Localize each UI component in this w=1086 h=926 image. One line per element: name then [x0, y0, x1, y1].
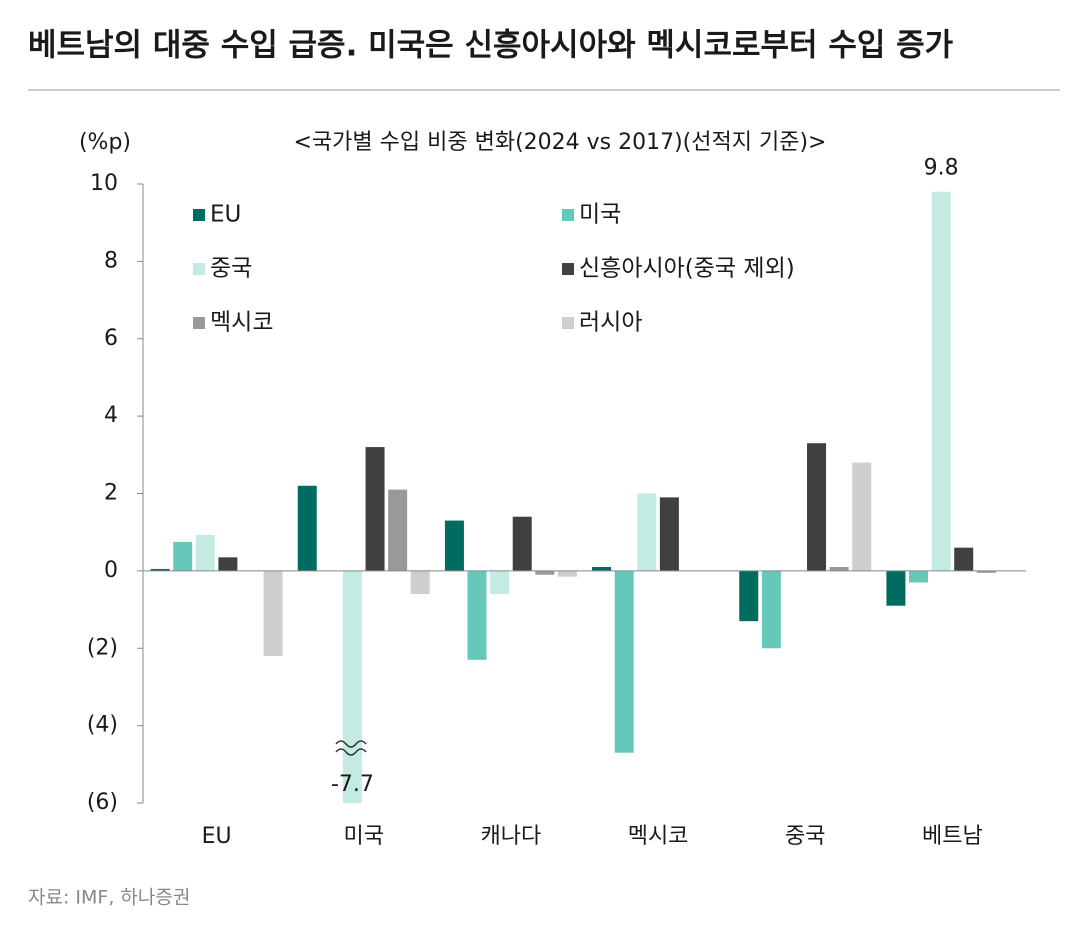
value-label: -7.7 — [331, 772, 374, 797]
bar — [173, 541, 193, 571]
y-tick-label: 8 — [104, 248, 118, 273]
bar — [614, 570, 634, 753]
legend-swatch — [193, 209, 205, 221]
legend-swatch — [562, 317, 574, 329]
legend-swatch — [193, 263, 205, 275]
bar — [592, 567, 612, 571]
y-tick-label: 0 — [104, 558, 118, 583]
legend-label: 신흥아시아(중국 제외) — [579, 256, 795, 282]
y-tick-label: 6 — [104, 326, 118, 351]
y-tick-label: 10 — [90, 171, 118, 196]
bar — [761, 570, 781, 649]
bar — [637, 493, 657, 571]
x-tick-label: EU — [202, 824, 232, 849]
legend-label: 미국 — [579, 202, 621, 228]
bar — [659, 497, 679, 571]
source: 자료: IMF, 하나증권 — [28, 887, 190, 909]
bar — [807, 443, 827, 571]
bar — [365, 447, 385, 571]
legend-label: EU — [210, 202, 241, 228]
y-axis-label: (%p) — [79, 130, 131, 155]
bar — [410, 570, 430, 595]
x-tick-label: 베트남 — [922, 824, 983, 849]
chart-title: 베트남의 대중 수입 급증. 미국은 신흥아시아와 멕시코로부터 수입 증가 — [28, 28, 954, 64]
bar — [976, 570, 996, 573]
legend-label: 중국 — [210, 256, 252, 282]
y-tick-label: 2 — [104, 481, 118, 506]
y-tick-label: (4) — [87, 713, 118, 738]
value-label: 9.8 — [924, 156, 959, 181]
bar — [490, 570, 510, 595]
bar — [195, 534, 215, 571]
bar — [829, 567, 849, 571]
chart-subtitle: <국가별 수입 비중 변화(2024 vs 2017)(선적지 기준)> — [294, 130, 827, 155]
bar — [535, 570, 555, 575]
legend-swatch — [562, 263, 574, 275]
legend-swatch — [562, 209, 574, 221]
bar — [886, 570, 906, 606]
bar — [297, 485, 317, 571]
legend-label: 러시아 — [579, 310, 642, 336]
y-tick-label: (6) — [87, 790, 118, 815]
x-tick-label: 미국 — [344, 824, 384, 849]
legend-label: 멕시코 — [210, 310, 273, 336]
bar — [512, 516, 532, 571]
plot-area — [150, 191, 996, 803]
bar — [263, 570, 283, 656]
bar — [150, 568, 170, 571]
bar — [467, 570, 487, 660]
bar — [852, 462, 872, 571]
bar — [739, 570, 759, 622]
x-tick-label: 중국 — [785, 824, 825, 849]
bar — [954, 547, 974, 571]
axis-break — [335, 740, 367, 756]
bar — [218, 557, 238, 571]
y-tick-label: 4 — [104, 403, 118, 428]
bar — [909, 570, 929, 583]
bar — [557, 570, 577, 577]
y-tick-label: (2) — [87, 635, 118, 660]
bar — [388, 489, 408, 571]
x-tick-label: 멕시코 — [628, 824, 689, 849]
x-tick-label: 캐나다 — [481, 824, 542, 849]
bar — [444, 520, 464, 571]
bar — [931, 191, 951, 571]
legend-swatch — [193, 317, 205, 329]
